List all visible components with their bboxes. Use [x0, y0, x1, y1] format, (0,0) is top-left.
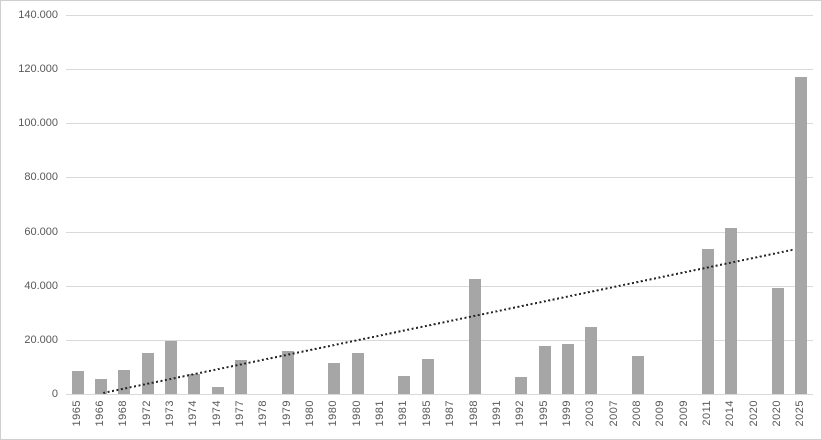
- bar-1988: [468, 279, 481, 394]
- x-axis-tick-label: 1988: [467, 400, 480, 427]
- linear-trendline: [103, 248, 795, 394]
- x-axis-tick-label: 1977: [234, 400, 247, 427]
- y-axis-tick-label: 100.000: [18, 117, 58, 130]
- x-axis-line: [66, 394, 813, 395]
- bar-1966: [95, 379, 108, 394]
- bar-2003: [585, 326, 598, 394]
- gridline: [66, 177, 813, 178]
- bar-1973: [165, 340, 178, 394]
- x-axis-tick-label: 2020: [747, 400, 760, 427]
- bar-1992: [515, 376, 528, 394]
- bar-1999: [561, 344, 574, 394]
- gridline: [66, 15, 813, 16]
- y-axis-tick-label: 140.000: [18, 9, 58, 21]
- x-axis-tick-label: 1991: [490, 400, 503, 427]
- x-axis-tick-label: 2014: [724, 400, 737, 427]
- gridline: [66, 286, 813, 287]
- x-axis-tick-label: 1974: [187, 400, 200, 427]
- y-axis-tick-label: 120.000: [18, 63, 58, 76]
- x-axis-tick-label: 2009: [654, 400, 667, 427]
- x-axis-tick-label: 1965: [70, 400, 83, 427]
- bar-1985: [421, 359, 434, 394]
- gridline: [66, 232, 813, 233]
- x-axis-tick-label: 1987: [444, 400, 457, 427]
- x-axis-tick-label: 1995: [537, 400, 550, 427]
- x-axis-tick-label: 1980: [327, 400, 340, 427]
- x-axis-tick-label: 1981: [397, 400, 410, 427]
- x-axis-tick-label: 1992: [514, 400, 527, 427]
- x-axis-tick-label: 1981: [374, 400, 387, 427]
- x-axis-tick-label: 1974: [210, 400, 223, 427]
- x-axis-tick-label: 1972: [140, 400, 153, 427]
- bar-2011: [701, 249, 714, 394]
- gridline: [66, 69, 813, 70]
- y-axis-tick-label: 20.000: [24, 333, 58, 346]
- y-axis-tick-label: 40.000: [24, 279, 58, 292]
- x-axis-tick-label: 1980: [304, 400, 317, 427]
- gridline: [66, 340, 813, 341]
- bar-2014: [725, 227, 738, 394]
- bar-2020: [771, 288, 784, 394]
- x-axis-tick-label: 1979: [280, 400, 293, 427]
- gridline: [66, 123, 813, 124]
- y-axis-tick-label: 60.000: [24, 225, 58, 238]
- x-axis-tick-label: 2020: [770, 400, 783, 427]
- bar-1965: [71, 370, 84, 394]
- y-axis-tick-label: 80.000: [24, 171, 58, 184]
- bar-2025: [795, 77, 808, 394]
- x-axis-tick-label: 1968: [117, 400, 130, 427]
- x-axis-tick-label: 2009: [677, 400, 690, 427]
- bar-1981: [398, 376, 411, 394]
- x-axis-tick-label: 2008: [630, 400, 643, 427]
- x-axis-tick-label: 1973: [164, 400, 177, 427]
- bar-1974: [188, 373, 201, 394]
- bar-1977: [235, 360, 248, 394]
- x-axis-tick-label: 1999: [560, 400, 573, 427]
- bar-1980: [351, 353, 364, 394]
- y-axis-tick-label: 0: [51, 388, 58, 400]
- x-axis-tick-label: 1985: [420, 400, 433, 427]
- x-axis-tick-label: 2007: [607, 400, 620, 427]
- bar-1995: [538, 346, 551, 394]
- x-axis-tick-label: 1980: [350, 400, 363, 427]
- x-axis-tick-label: 2003: [584, 400, 597, 427]
- x-axis-tick-label: 1966: [94, 400, 107, 427]
- x-axis-tick-label: 2025: [794, 400, 807, 427]
- x-axis-tick-label: 1978: [257, 400, 270, 427]
- bar-2008: [631, 356, 644, 394]
- bar-1974: [211, 386, 224, 394]
- x-axis-tick-label: 2011: [700, 400, 713, 426]
- bar-1972: [141, 353, 154, 394]
- bar-1979: [281, 351, 294, 394]
- bar-1980: [328, 363, 341, 394]
